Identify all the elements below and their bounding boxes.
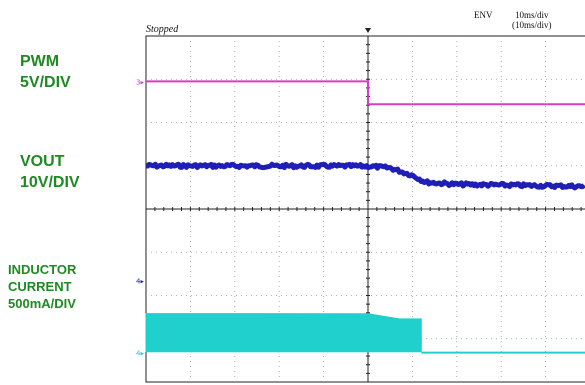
trigger-position-marker bbox=[365, 28, 371, 33]
timebase-value: 10ms/div bbox=[514, 10, 549, 20]
channel-label-line: VOUT bbox=[20, 153, 65, 170]
timebase-zoom-value: (10ms/div) bbox=[512, 20, 552, 30]
trace-pwm bbox=[146, 80, 585, 106]
channel-label-line: 5V/DIV bbox=[20, 73, 71, 91]
channel-marker-inductor: 4▸ bbox=[136, 278, 144, 286]
scope-header: Stopped ENV 10ms/div (10ms/div) bbox=[0, 0, 585, 40]
channel-marker-pwm: 3▸ bbox=[136, 78, 144, 86]
channel-label-line: 500mA/DIV bbox=[8, 295, 76, 311]
trace-inductor-current-envelope bbox=[145, 313, 422, 353]
channel-label-pwm: PWM 5V/DIV bbox=[20, 52, 71, 94]
timebase-readout: 10ms/div (10ms/div) bbox=[512, 10, 552, 30]
channel-label-vout: VOUT 10V/DIV bbox=[20, 152, 80, 194]
trace-vout bbox=[145, 161, 585, 191]
channel-marker-inductor-ground: 4▸ bbox=[136, 350, 144, 358]
channel-label-line: PWM bbox=[20, 53, 60, 70]
channel-label-line: CURRENT bbox=[8, 278, 72, 294]
channel-label-inductor: INDUCTOR CURRENT 500mA/DIV bbox=[8, 262, 76, 313]
channel-label-line: INDUCTOR bbox=[8, 262, 77, 277]
acquisition-mode: ENV bbox=[474, 10, 493, 20]
acquisition-status: Stopped bbox=[146, 24, 179, 35]
channel-label-line: 10V/DIV bbox=[20, 173, 80, 191]
